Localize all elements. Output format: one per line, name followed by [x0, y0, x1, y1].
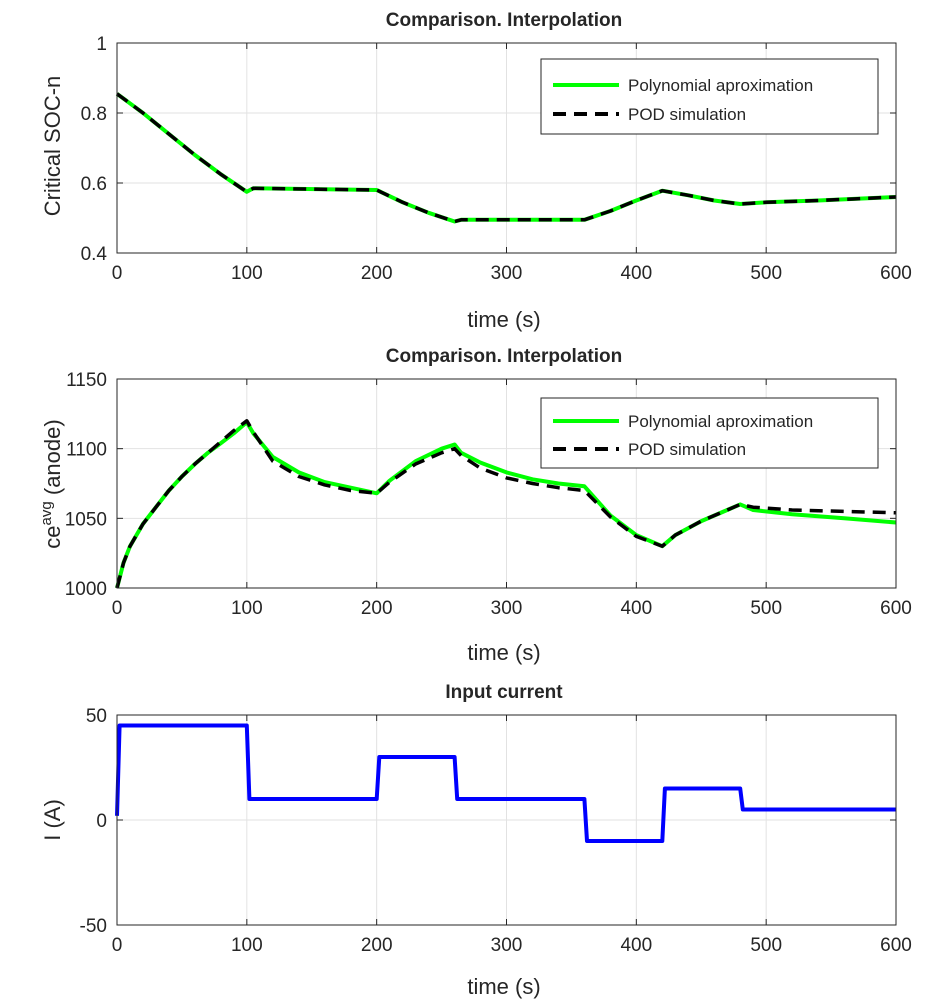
- chart-2-ytick-label: 1000: [65, 579, 107, 600]
- chart-2-xtick-label: 600: [880, 598, 912, 619]
- chart-2-ytick-label: 1100: [66, 440, 107, 461]
- chart-2-legend-label-pod: POD simulation: [628, 440, 746, 459]
- chart-3-xtick-label: 400: [620, 935, 652, 956]
- chart-1-xlabel: time (s): [467, 307, 540, 332]
- chart-3-ytick-label: 0: [96, 811, 107, 832]
- chart-2-legend-box: [540, 397, 879, 469]
- chart-3-ylabel: I (A): [40, 799, 65, 841]
- chart-1-ytick-label: 0.8: [81, 104, 107, 125]
- chart-1-xtick-label: 0: [112, 263, 123, 284]
- chart-1-xtick-label: 600: [880, 263, 912, 284]
- chart-1-xtick-label: 300: [491, 263, 523, 284]
- chart-1-ytick-label: 0.4: [81, 244, 108, 265]
- chart-2-ylabel-main: ce: [40, 525, 65, 548]
- chart-3-ytick-label: 50: [86, 706, 107, 727]
- chart-2-xtick-label: 100: [231, 598, 263, 619]
- chart-1-xtick-label: 400: [620, 263, 652, 284]
- chart-1-legend-label-polynomial: Polynomial aproximation: [628, 76, 813, 95]
- chart-2-plot-area: 0 100 200 300 400 500 600 1000 1050 1100 1150: [65, 370, 912, 619]
- chart-1-legend-box: [540, 58, 879, 135]
- chart-3-xtick-label: 100: [231, 935, 263, 956]
- chart-1-xtick-label: 200: [361, 263, 393, 284]
- chart-2-xtick-label: 300: [491, 598, 523, 619]
- chart-1-legend: Polynomial aproximation POD simulation: [540, 58, 879, 135]
- chart-1-ytick-label: 0.6: [81, 174, 107, 195]
- chart-2-ytick-label: 1150: [66, 370, 107, 391]
- chart-3-ytick-label: -50: [80, 916, 107, 937]
- chart-2-legend-label-polynomial: Polynomial aproximation: [628, 412, 813, 431]
- chart-2-xlabel-text: time (s): [467, 640, 540, 665]
- chart-1-ylabel: Critical SOC-n: [40, 76, 65, 217]
- chart-2-legend: Polynomial aproximation POD simulation: [540, 397, 879, 469]
- chart-3-series-current-line: [115, 723, 896, 843]
- chart-1-ytick-label: 1: [96, 34, 107, 55]
- chart-3-xtick-label: 500: [750, 935, 782, 956]
- chart-2-xlabel: time (s): [467, 640, 540, 665]
- chart-3-xtick-label: 300: [491, 935, 523, 956]
- chart-1-legend-label-pod: POD simulation: [628, 105, 746, 124]
- chart-2-xtick-label: 400: [620, 598, 652, 619]
- chart-3-title: Input current: [445, 682, 563, 703]
- chart-3-xtick-label: 0: [112, 935, 123, 956]
- chart-1-series-pod-simulation-line: [115, 92, 897, 224]
- chart-1-title: Comparison. Interpolation: [386, 10, 622, 31]
- chart-panel-2: Comparison. Interpolation time (s) ceavg…: [38, 346, 912, 665]
- chart-2-xtick-label: 500: [750, 598, 782, 619]
- chart-panel-3: Input current time (s) I (A) 0 100 200 300 4…: [40, 682, 912, 999]
- chart-2-ylabel: ceavg (anode): [38, 419, 65, 548]
- chart-2-xtick-label: 200: [361, 598, 393, 619]
- chart-2-xtick-label: 0: [112, 598, 123, 619]
- chart-2-ylabel-sup: avg: [38, 501, 55, 525]
- chart-3-xtick-label: 600: [880, 935, 912, 956]
- chart-1-xtick-label: 500: [750, 263, 782, 284]
- chart-2-ylabel-tail: (anode): [40, 419, 65, 501]
- chart-3-xlabel: time (s): [467, 974, 540, 999]
- chart-1-xtick-label: 100: [231, 263, 263, 284]
- chart-3-xtick-label: 200: [361, 935, 393, 956]
- chart-2-ytick-label: 1050: [65, 509, 107, 530]
- chart-2-title: Comparison. Interpolation: [386, 346, 622, 367]
- chart-panel-1: Comparison. Interpolation time (s) Criti…: [40, 10, 912, 332]
- chart-2-series-pod-simulation-line: [115, 419, 897, 589]
